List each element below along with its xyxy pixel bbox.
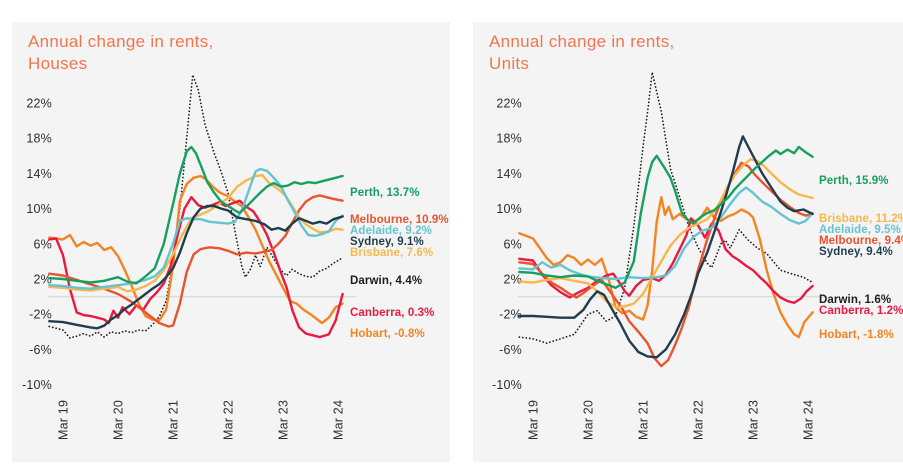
y-axis-tick-label: 2%	[504, 273, 522, 287]
line-chart-houses: 22% 18% 14% 10% 6% 2% -2% -6% -10% Mar 19 Mar 20 Ma…	[12, 22, 450, 462]
x-axis-tick-label: Mar 22	[221, 400, 235, 440]
y-axis-tick-label: 6%	[34, 237, 52, 251]
y-axis-tick-label: 18%	[496, 132, 522, 146]
legend-label-melbourne: Melbourne, 10.9%	[350, 214, 449, 226]
chart-card-houses: Annual change in rents, Houses 22% 18% 14%…	[12, 22, 450, 462]
y-axis-tick-label: -10%	[492, 378, 522, 392]
y-axis-tick-label: -6%	[29, 343, 52, 357]
chart-card-units: Annual change in rents, Units 22% 18% 14% 1…	[473, 22, 903, 462]
x-axis-tick-label: Mar 23	[746, 400, 760, 440]
chart-title-line1: Annual change in rents,	[489, 32, 675, 51]
legend-label-perth: Perth, 13.7%	[350, 187, 420, 199]
series-line-perth	[48, 145, 344, 285]
legend-label-sydney: Sydney, 9.4%	[819, 246, 893, 258]
y-axis-tick-label: -2%	[499, 308, 522, 322]
x-axis-tick-label: Mar 24	[331, 400, 345, 440]
chart-title-houses: Annual change in rents, Houses	[28, 31, 214, 75]
series-line-perth	[518, 145, 814, 289]
x-axis-tick-label: Mar 23	[276, 400, 290, 440]
y-axis-tick-label: -6%	[499, 343, 522, 357]
y-axis-tick-label: 2%	[34, 273, 52, 287]
y-axis-tick-label: 18%	[26, 132, 52, 146]
series-line-darwin	[518, 71, 814, 345]
legend-label-perth: Perth, 15.9%	[819, 175, 889, 187]
y-axis-tick-label: -10%	[22, 378, 52, 392]
y-axis-tick-label: -2%	[29, 308, 52, 322]
y-axis-tick-label: 10%	[26, 202, 52, 216]
series-line-hobart	[518, 195, 814, 339]
series-line-sydney	[48, 204, 344, 330]
legend-label-adelaide: Adelaide, 9.2%	[350, 225, 432, 237]
y-axis-tick-label: 22%	[496, 97, 522, 111]
x-axis-tick-label: Mar 20	[581, 400, 595, 440]
x-axis-tick-label: Mar 19	[527, 400, 541, 440]
legend-label-brisbane: Brisbane, 11.2%	[819, 213, 903, 225]
chart-title-line1: Annual change in rents,	[28, 32, 214, 51]
legend-label-canberra: Canberra, 1.2%	[819, 305, 903, 317]
legend-label-brisbane: Brisbane, 7.6%	[350, 247, 433, 259]
chart-title-line2: Units	[489, 53, 530, 73]
y-axis-tick-label: 6%	[504, 237, 522, 251]
series-line-melbourne	[518, 161, 814, 368]
y-axis-tick-label: 22%	[26, 97, 52, 111]
x-axis-tick-label: Mar 21	[636, 400, 650, 440]
y-axis-tick-label: 14%	[26, 167, 52, 181]
series-line-melbourne	[48, 194, 344, 328]
series-line-sydney	[518, 135, 814, 359]
legend-label-melbourne: Melbourne, 9.4%	[819, 235, 903, 247]
legend-label-darwin: Darwin, 4.4%	[350, 275, 422, 287]
legend-label-adelaide: Adelaide, 9.5%	[819, 224, 901, 236]
line-chart-units: 22% 18% 14% 10% 6% 2% -2% -6% -10% Mar 19 Mar 20 Ma…	[473, 22, 903, 462]
legend-label-sydney: Sydney, 9.1%	[350, 236, 424, 248]
series-line-darwin	[48, 73, 344, 339]
x-axis-tick-label: Mar 22	[691, 400, 705, 440]
legend-label-canberra: Canberra, 0.3%	[350, 307, 435, 319]
x-axis-tick-label: Mar 19	[57, 400, 71, 440]
chart-title-units: Annual change in rents, Units	[489, 31, 675, 75]
series-line-canberra	[518, 217, 814, 304]
chart-svg-units: 22% 18% 14% 10% 6% 2% -2% -6% -10% Mar 19 Mar 20 Ma…	[492, 71, 903, 440]
legend-label-hobart: Hobart, -0.8%	[350, 328, 425, 340]
y-axis-tick-label: 10%	[496, 202, 522, 216]
x-axis-tick-label: Mar 20	[111, 400, 125, 440]
series-line-brisbane	[48, 173, 344, 293]
x-axis-tick-label: Mar 21	[166, 400, 180, 440]
series-line-canberra	[48, 195, 344, 339]
chart-svg-houses: 22% 18% 14% 10% 6% 2% -2% -6% -10% Mar 19 Mar 20 Ma…	[22, 73, 449, 440]
chart-title-line2: Houses	[28, 53, 88, 73]
series-line-adelaide	[518, 186, 814, 281]
series-line-brisbane	[518, 158, 814, 309]
series-line-adelaide	[48, 167, 344, 290]
y-axis-tick-label: 14%	[496, 167, 522, 181]
x-axis-tick-label: Mar 24	[801, 400, 815, 440]
series-line-hobart	[48, 174, 344, 325]
legend-label-darwin: Darwin, 1.6%	[819, 294, 891, 306]
legend-label-hobart: Hobart, -1.8%	[819, 329, 894, 341]
